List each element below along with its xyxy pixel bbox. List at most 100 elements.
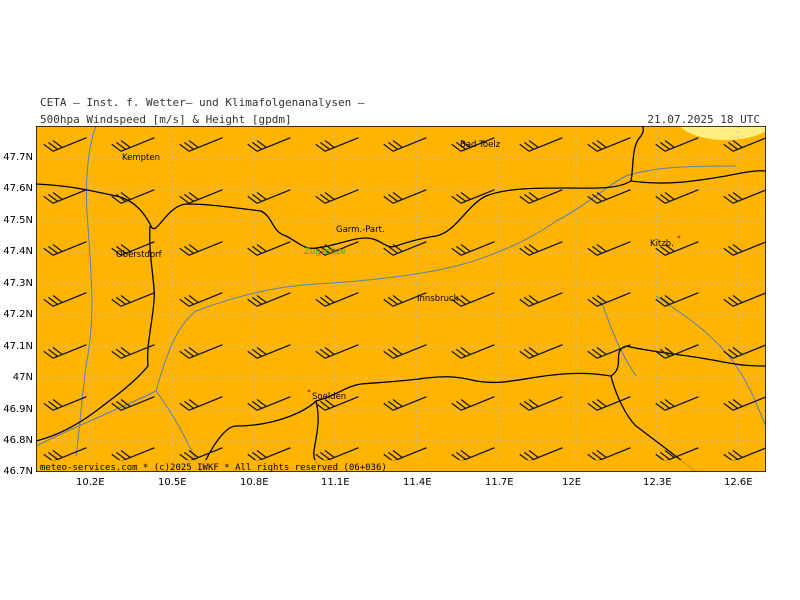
- wind-barb: [315, 396, 359, 411]
- latitude-label: 46.7N: [3, 466, 33, 477]
- wind-barb: [587, 447, 631, 462]
- wind-barb: [587, 292, 631, 307]
- latitude-label: 47.5N: [3, 215, 33, 226]
- latitude-label: 47N: [12, 372, 33, 383]
- wind-barb: [723, 137, 766, 152]
- wind-barb: [383, 344, 427, 359]
- wind-barb: [519, 292, 563, 307]
- wind-barb: [451, 137, 495, 152]
- weather-map: Kempten Bad Toelz Garm.-Part. Zugspitze …: [36, 126, 766, 472]
- wind-barb: [179, 396, 223, 411]
- windspeed-fill: [36, 126, 766, 472]
- wind-barb: [43, 241, 87, 256]
- wind-barb: [43, 344, 87, 359]
- wind-barb: [451, 396, 495, 411]
- wind-barb: [519, 447, 563, 462]
- wind-barb: [519, 344, 563, 359]
- wind-barb: [247, 137, 291, 152]
- latitude-label: 47.1N: [3, 341, 33, 352]
- wind-barb: [247, 241, 291, 256]
- wind-barb: [655, 241, 699, 256]
- wind-barb: [519, 396, 563, 411]
- wind-barb: [723, 189, 766, 204]
- wind-barb: [179, 292, 223, 307]
- wind-barb: [247, 447, 291, 462]
- latitude-label: 47.4N: [3, 246, 33, 257]
- wind-barb: [519, 137, 563, 152]
- longitude-label: 10.2E: [76, 477, 105, 488]
- wind-barb: [43, 396, 87, 411]
- city-label: Zugspitze: [304, 247, 346, 257]
- windspeed-highlight: [680, 126, 766, 140]
- wind-barb: [111, 241, 155, 256]
- wind-barb: [723, 292, 766, 307]
- wind-barb: [315, 137, 359, 152]
- wind-barb: [247, 344, 291, 359]
- wind-barbs: [43, 137, 766, 462]
- wind-barb: [723, 447, 766, 462]
- wind-barb: [655, 189, 699, 204]
- wind-barb: [179, 137, 223, 152]
- wind-barb: [43, 292, 87, 307]
- wind-barb: [383, 137, 427, 152]
- latitude-label: 47.2N: [3, 309, 33, 320]
- wind-barb: [315, 189, 359, 204]
- longitude-label: 10.5E: [158, 477, 187, 488]
- wind-barb: [383, 447, 427, 462]
- wind-barb: [315, 344, 359, 359]
- wind-barb: [111, 292, 155, 307]
- wind-barb: [179, 344, 223, 359]
- longitude-label: 12.6E: [724, 477, 753, 488]
- wind-barb: [111, 137, 155, 152]
- wind-barb: [655, 447, 699, 462]
- city-label: Kitzb.: [650, 239, 674, 249]
- wind-barb: [111, 447, 155, 462]
- wind-barb: [451, 447, 495, 462]
- city-label: Innsbruck: [417, 294, 459, 304]
- wind-barb: [111, 344, 155, 359]
- longitude-label: 12.3E: [643, 477, 672, 488]
- wind-barb: [111, 396, 155, 411]
- map-title: CETA — Inst. f. Wetter— und Klimafolgena…: [40, 96, 365, 109]
- wind-barb: [247, 396, 291, 411]
- wind-barb: [315, 292, 359, 307]
- wind-barb: [587, 137, 631, 152]
- wind-barb: [247, 189, 291, 204]
- wind-barb: [451, 292, 495, 307]
- wind-barb: [723, 396, 766, 411]
- wind-barb: [655, 344, 699, 359]
- wind-barb: [587, 396, 631, 411]
- latitude-label: 46.9N: [3, 404, 33, 415]
- wind-barb: [383, 396, 427, 411]
- wind-barb: [519, 189, 563, 204]
- wind-barb: [247, 292, 291, 307]
- wind-barb: [655, 396, 699, 411]
- city-label: Soelden: [312, 392, 346, 402]
- longitude-label: 10.8E: [240, 477, 269, 488]
- wind-barb: [315, 447, 359, 462]
- latitude-label: 46.8N: [3, 435, 33, 446]
- wind-barb: [655, 137, 699, 152]
- wind-barb: [723, 344, 766, 359]
- longitude-label: 11.1E: [321, 477, 350, 488]
- wind-barb: [383, 189, 427, 204]
- wind-barb: [43, 189, 87, 204]
- latitude-label: 47.7N: [3, 152, 33, 163]
- wind-barb: [43, 137, 87, 152]
- wind-barb: [179, 241, 223, 256]
- longitude-label: 12E: [562, 477, 582, 488]
- latitude-label: 47.3N: [3, 278, 33, 289]
- wind-barb: [723, 241, 766, 256]
- wind-barb: [451, 344, 495, 359]
- wind-barb: [315, 241, 359, 256]
- wind-barb: [519, 241, 563, 256]
- wind-barb: [587, 189, 631, 204]
- wind-barb: [179, 189, 223, 204]
- wind-barb: [587, 241, 631, 256]
- wind-barb: [655, 292, 699, 307]
- wind-barb: [383, 292, 427, 307]
- city-label: Kempten: [122, 153, 160, 163]
- wind-barb: [111, 189, 155, 204]
- graticule: [36, 126, 766, 472]
- city-label: Garm.-Part.: [336, 225, 385, 235]
